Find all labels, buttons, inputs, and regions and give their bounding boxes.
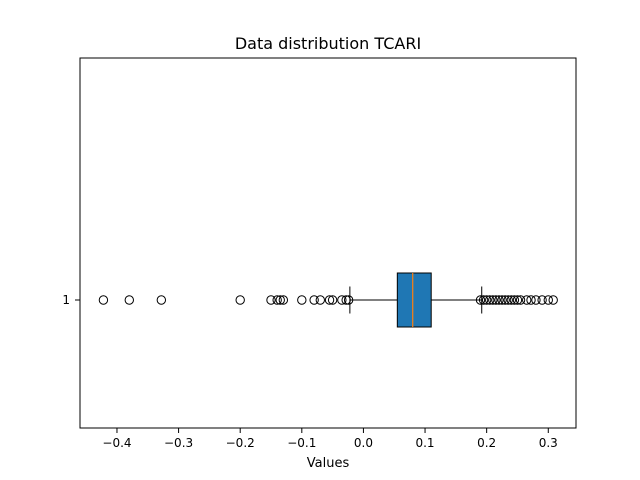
outlier-point [309, 295, 319, 305]
plot-frame [79, 57, 577, 429]
outlier-point [509, 295, 520, 305]
outlier-point [272, 295, 282, 305]
outlier-point [537, 295, 547, 305]
outlier-point [324, 295, 335, 305]
x-tick-label: 0.0 [354, 436, 373, 450]
outlier-point [315, 295, 325, 305]
outlier-point [512, 295, 523, 305]
x-tick-label: 0.3 [539, 436, 558, 450]
outlier-point [297, 295, 307, 305]
x-tick-label: −0.1 [287, 436, 316, 450]
outlier-point [503, 295, 513, 305]
outlier-point [235, 295, 245, 305]
outlier-point [481, 295, 492, 305]
chart-title: Data distribution TCARI [235, 34, 421, 53]
x-tick-label: 0.2 [477, 436, 496, 450]
outlier-point [98, 295, 109, 305]
outlier-point [343, 295, 354, 305]
outlier-point [341, 295, 351, 305]
outlier-point [548, 295, 558, 305]
outlier-point [337, 295, 347, 305]
outlier-point [531, 295, 541, 305]
outlier-point [494, 295, 504, 305]
outlier-point [491, 295, 501, 305]
outlier-point [515, 295, 526, 305]
outlier-point [278, 295, 289, 305]
outlier-point [500, 295, 510, 305]
x-tick-label: −0.4 [102, 436, 131, 450]
outlier-point [275, 295, 285, 305]
y-tick-label: 1 [62, 293, 70, 307]
x-axis: −0.4 −0.3 −0.2 −0.1 0.0 0.1 0.2 0.3 [102, 428, 558, 450]
outlier-point [506, 295, 517, 305]
outlier-point [488, 295, 498, 305]
outlier-point [156, 295, 167, 305]
outlier-point [266, 295, 276, 305]
outlier-point [478, 295, 489, 305]
x-tick-label: 0.1 [415, 436, 434, 450]
iqr-box [396, 272, 432, 328]
outlier-point [124, 295, 134, 305]
x-tick-label: −0.2 [226, 436, 255, 450]
outlier-point [522, 295, 532, 305]
box-layer [98, 272, 558, 328]
outlier-point [543, 295, 553, 305]
y-axis: 1 [62, 293, 80, 307]
outlier-point [497, 295, 507, 305]
outlier-point [526, 295, 536, 305]
x-tick-label: −0.3 [164, 436, 193, 450]
outlier-point [475, 295, 486, 305]
x-axis-label: Values [307, 456, 350, 471]
outlier-point [485, 295, 495, 305]
outlier-point [327, 295, 338, 305]
